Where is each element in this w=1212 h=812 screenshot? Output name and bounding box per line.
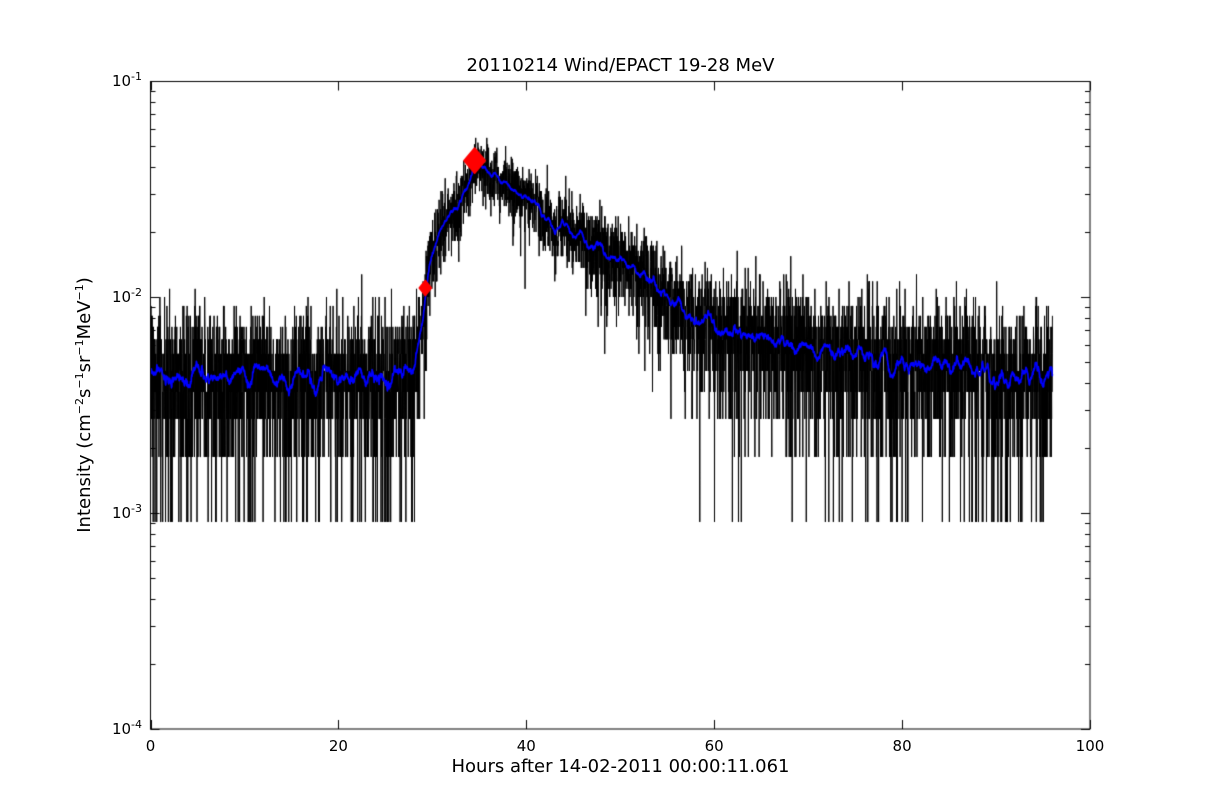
chart-title: 20110214 Wind/EPACT 19-28 MeV bbox=[466, 55, 775, 76]
y-tick-label: 10-4 bbox=[111, 718, 142, 738]
x-tick-label: 60 bbox=[704, 737, 724, 755]
y-axis-label: Intensity (cm−2s−1sr−1MeV−1) bbox=[73, 277, 95, 533]
x-tick-label: 40 bbox=[516, 737, 536, 755]
y-tick-label: 10-1 bbox=[111, 70, 142, 90]
x-tick-label: 80 bbox=[892, 737, 912, 755]
y-tick-label: 10-3 bbox=[111, 502, 142, 522]
y-axis-label-exponent: −1 bbox=[73, 372, 86, 389]
x-tick-label: 0 bbox=[145, 737, 156, 755]
x-tick-label: 100 bbox=[1075, 737, 1105, 755]
y-axis-label-exponent: −2 bbox=[73, 398, 86, 415]
x-tick-label: 20 bbox=[328, 737, 348, 755]
x-axis-label: Hours after 14-02-2011 00:00:11.061 bbox=[451, 756, 790, 777]
y-tick-label: 10-2 bbox=[111, 286, 142, 306]
y-axis-label-exponent: −1 bbox=[73, 339, 86, 356]
